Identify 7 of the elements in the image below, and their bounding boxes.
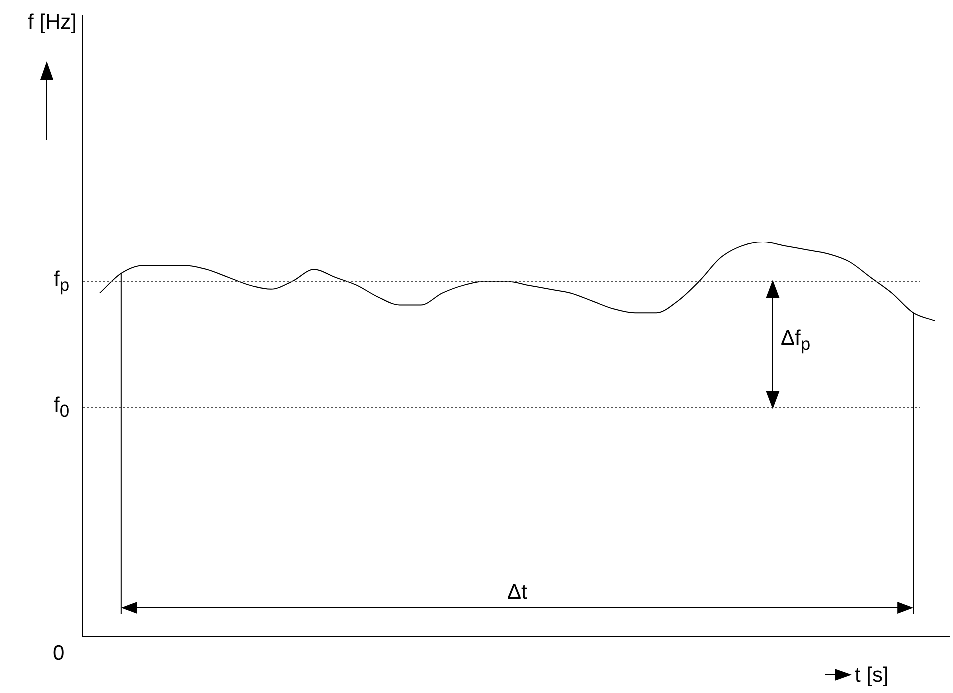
- ref-line-label: f$_{0}$: [54, 394, 70, 422]
- ref-line-label: f$_{p}$: [54, 268, 70, 295]
- annotation: Δt: [508, 580, 528, 604]
- text: f [Hz]: [28, 10, 78, 34]
- text: 0: [53, 642, 65, 664]
- x-axis-title: t [s]: [855, 664, 889, 686]
- annotation: Δf$_{p}$: [781, 326, 811, 354]
